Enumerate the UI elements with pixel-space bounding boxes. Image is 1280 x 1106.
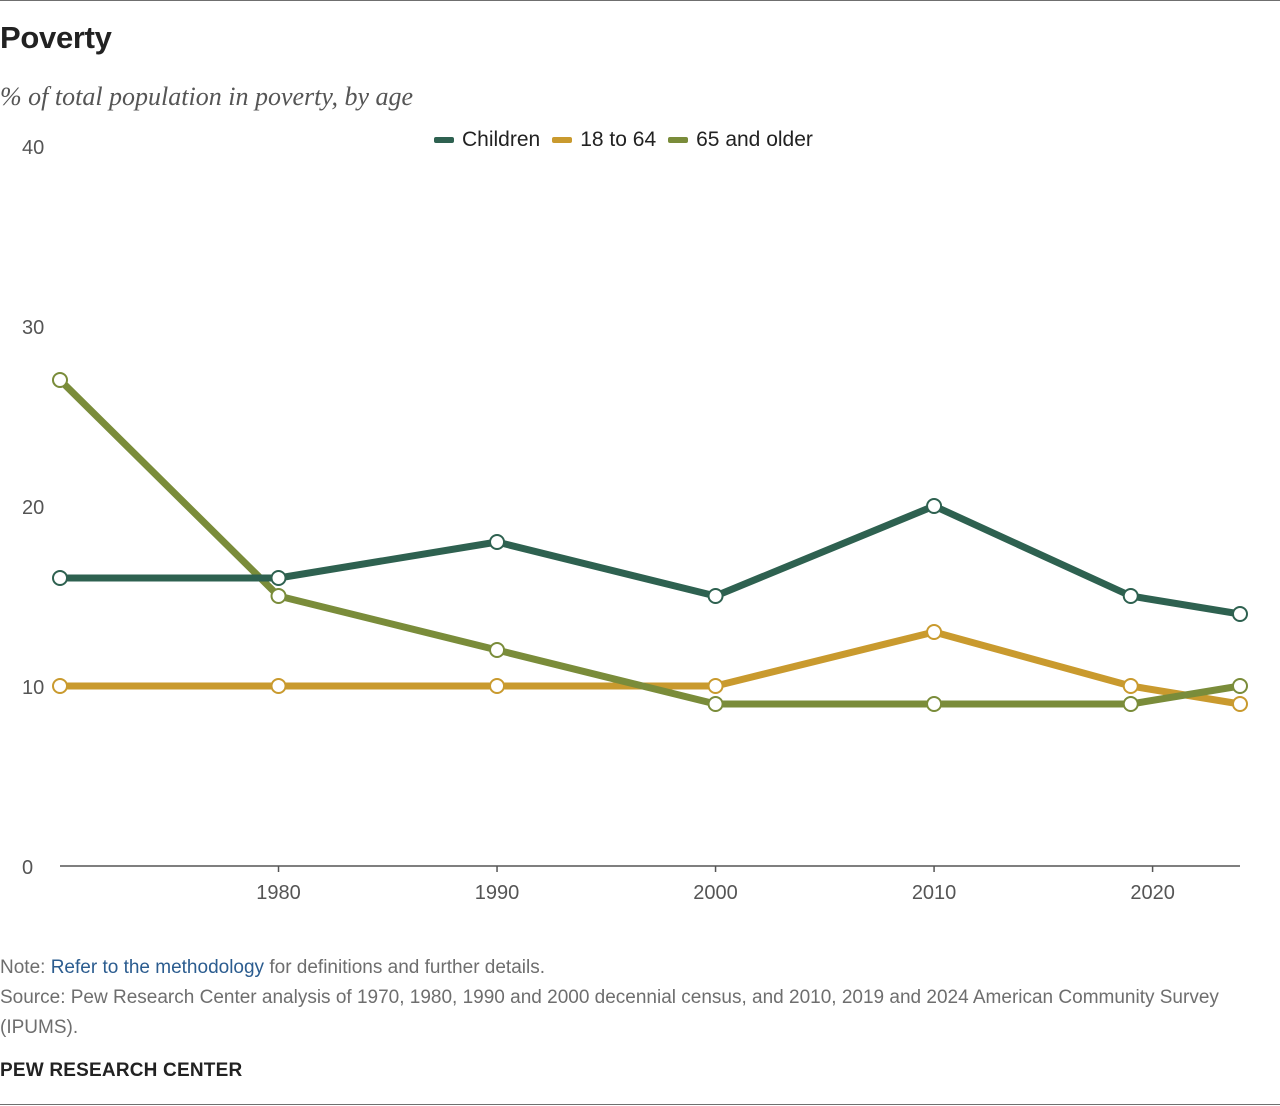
legend-label-65-and-older: 65 and older xyxy=(696,128,813,151)
legend-label-18-to-64: 18 to 64 xyxy=(580,128,657,151)
y-tick-label-30: 30 xyxy=(22,317,44,339)
series-line-18-to-64 xyxy=(56,628,1244,708)
data-point-children-1980 xyxy=(270,570,287,586)
legend: Children 18 to 64 65 and older xyxy=(434,128,825,152)
x-tick-label-2010: 2010 xyxy=(912,882,957,904)
legend-item-65-and-older: 65 and older xyxy=(668,128,813,152)
data-point-children-1990 xyxy=(489,534,506,550)
data-point-18-to-64-2000 xyxy=(707,678,724,694)
legend-label-children: Children xyxy=(462,128,541,151)
line-chart: 0 10 20 30 40 1980 1990 2000 2010 2020 xyxy=(22,137,1248,904)
data-point-65-and-older-2000 xyxy=(707,696,724,712)
chart-title: Poverty xyxy=(0,20,112,55)
x-tick-label-2000: 2000 xyxy=(693,882,738,904)
data-point-children-2024 xyxy=(1232,606,1248,622)
data-point-18-to-64-2010 xyxy=(926,624,943,640)
series-line-65-and-older xyxy=(56,376,1244,708)
data-point-18-to-64-2024 xyxy=(1232,696,1248,712)
top-rule xyxy=(0,0,1280,1)
legend-swatch-18-to-64 xyxy=(552,137,573,143)
legend-item-children: Children xyxy=(434,128,540,152)
y-tick-label-10: 10 xyxy=(22,677,44,699)
legend-item-18-to-64: 18 to 64 xyxy=(552,128,656,152)
legend-swatch-65-and-older xyxy=(668,137,689,143)
y-tick-label-0: 0 xyxy=(22,857,33,879)
series-line-children xyxy=(56,502,1244,618)
data-point-18-to-64-1990 xyxy=(489,678,506,694)
data-point-children-1970 xyxy=(52,570,68,586)
y-tick-label-20: 20 xyxy=(22,497,44,519)
legend-swatch-children xyxy=(434,137,454,143)
methodology-link[interactable]: Refer to the methodology xyxy=(50,957,265,978)
notes-block: Note: Refer to the methodology for defin… xyxy=(0,953,1240,1043)
bottom-rule xyxy=(0,1104,1280,1105)
x-tick-label-2020: 2020 xyxy=(1130,882,1175,904)
data-point-65-and-older-1980 xyxy=(270,588,287,604)
y-tick-label-40: 40 xyxy=(22,137,44,159)
note-prefix: Note: xyxy=(0,957,46,978)
data-point-18-to-64-1970 xyxy=(52,678,68,694)
data-point-18-to-64-1980 xyxy=(270,678,287,694)
note-suffix: for definitions and further details. xyxy=(269,957,546,978)
note-line: Note: Refer to the methodology for defin… xyxy=(0,953,1240,983)
data-point-65-and-older-2019 xyxy=(1122,696,1139,712)
data-point-65-and-older-2024 xyxy=(1232,678,1248,694)
chart-subtitle: % of total population in poverty, by age xyxy=(0,82,414,111)
data-point-18-to-64-2019 xyxy=(1122,678,1139,694)
pew-brand: PEW RESEARCH CENTER xyxy=(0,1060,243,1081)
data-point-65-and-older-1970 xyxy=(52,372,68,388)
source-text: Source: Pew Research Center analysis of … xyxy=(0,987,1219,1038)
x-tick-label-1990: 1990 xyxy=(475,882,520,904)
data-point-65-and-older-2010 xyxy=(926,696,943,712)
x-tick-label-1980: 1980 xyxy=(256,882,301,904)
data-point-children-2010 xyxy=(926,498,943,514)
data-point-children-2019 xyxy=(1122,588,1139,604)
data-point-65-and-older-1990 xyxy=(489,642,506,658)
data-point-children-2000 xyxy=(707,588,724,604)
